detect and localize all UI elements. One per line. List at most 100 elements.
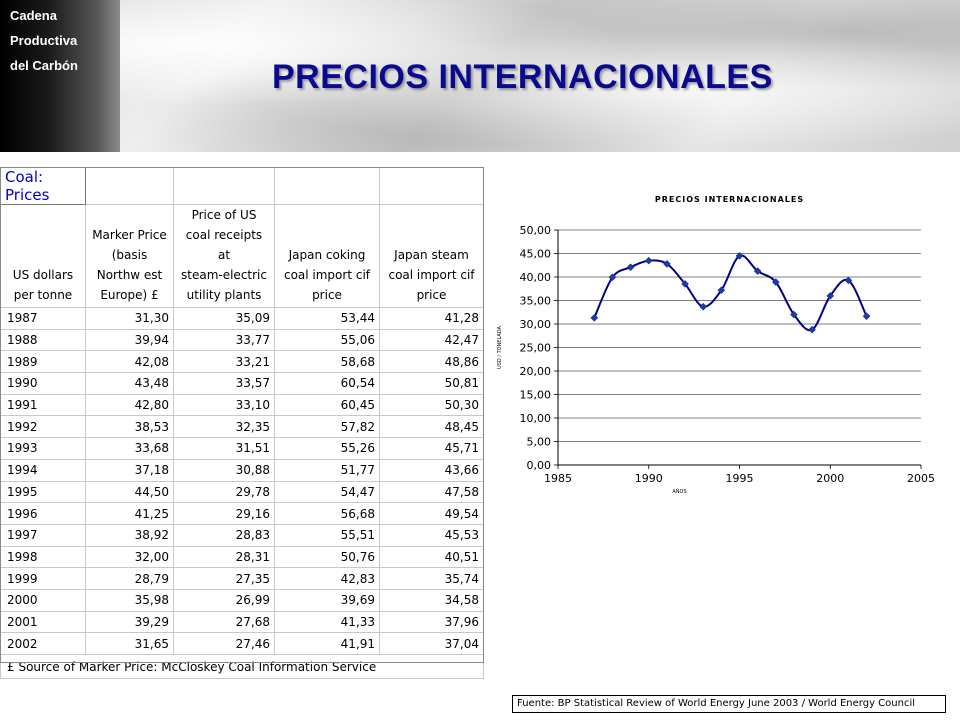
price-cell: 49,54 <box>379 502 484 525</box>
brand-line-3: del Carbón <box>10 58 78 73</box>
year-cell: 2002 <box>0 632 86 655</box>
price-cell: 55,51 <box>274 523 380 547</box>
price-cell: 33,10 <box>173 393 275 417</box>
data-point <box>790 310 798 319</box>
price-cell: 28,79 <box>85 567 174 590</box>
year-cell: 1992 <box>0 415 86 439</box>
data-point <box>644 256 653 265</box>
table-row: 1990 43,48 33,57 60,54 50,81 <box>0 372 484 395</box>
price-cell: 42,47 <box>379 328 484 352</box>
price-cell: 28,31 <box>173 545 275 569</box>
price-cell: 31,65 <box>85 632 174 655</box>
price-cell: 39,94 <box>85 328 174 352</box>
column-header-us-coal: Price of US coal receipts at steam-elect… <box>173 204 275 308</box>
year-cell: 2001 <box>0 610 86 634</box>
table-row: 1996 41,25 29,16 56,68 49,54 <box>0 502 484 525</box>
price-cell: 44,50 <box>85 480 174 504</box>
data-point <box>826 292 835 300</box>
x-axis-label: AÑOS <box>672 488 686 495</box>
price-cell: 35,09 <box>173 307 275 330</box>
price-cell: 42,80 <box>85 393 174 417</box>
data-point <box>735 251 744 260</box>
table-header-row: US dollars per tonne Marker Price (basis… <box>0 204 484 308</box>
table-title-row: Coal: Prices <box>0 167 484 205</box>
y-tick-label: 5,00 <box>527 436 552 449</box>
price-cell: 26,99 <box>173 588 275 612</box>
price-cell: 55,26 <box>274 437 380 460</box>
table-row: 1988 39,94 33,77 55,06 42,47 <box>0 328 484 352</box>
year-cell: 1998 <box>0 545 86 569</box>
data-point <box>608 273 617 282</box>
price-cell: 60,45 <box>274 393 380 417</box>
price-cell: 41,91 <box>274 632 380 655</box>
table-row: 2000 35,98 26,99 39,69 34,58 <box>0 588 484 612</box>
year-cell: 1991 <box>0 393 86 417</box>
price-cell: 42,83 <box>274 567 380 590</box>
table-note-row: £ Source of Marker Price: McCloskey Coal… <box>0 654 484 679</box>
data-point <box>663 259 671 268</box>
table-row: 1998 32,00 28,31 50,76 40,51 <box>0 545 484 569</box>
price-cell: 30,88 <box>173 458 275 482</box>
price-cell: 33,21 <box>173 350 275 374</box>
data-point <box>681 280 689 288</box>
table-source-note: £ Source of Marker Price: McCloskey Coal… <box>0 654 484 679</box>
year-cell: 1995 <box>0 480 86 504</box>
y-axis-label: USD / TONELADA <box>497 325 503 369</box>
price-cell: 38,53 <box>85 415 174 439</box>
table-row: 1991 42,80 33,10 60,45 50,30 <box>0 393 484 417</box>
source-note: Fuente: BP Statistical Review of World E… <box>512 695 946 713</box>
y-tick-label: 30,00 <box>520 318 552 331</box>
price-cell: 55,06 <box>274 328 380 352</box>
x-tick-label: 1990 <box>635 472 663 485</box>
table-row: 1997 38,92 28,83 55,51 45,53 <box>0 523 484 547</box>
y-tick-label: 50,00 <box>520 224 552 237</box>
data-point <box>753 267 762 275</box>
x-tick-label: 1985 <box>544 472 572 485</box>
price-cell: 35,74 <box>379 567 484 590</box>
series-line <box>593 254 868 332</box>
table-row: 2002 31,65 27,46 41,91 37,04 <box>0 632 484 655</box>
year-cell: 1990 <box>0 372 86 395</box>
price-cell: 50,30 <box>379 393 484 417</box>
price-cell: 33,57 <box>173 372 275 395</box>
data-point <box>590 314 599 322</box>
table-title: Coal: Prices <box>0 167 86 205</box>
price-cell: 54,47 <box>274 480 380 504</box>
column-header-marker-price: Marker Price (basis Northw est Europe) £ <box>85 204 174 308</box>
data-point <box>699 302 708 311</box>
price-cell: 39,29 <box>85 610 174 634</box>
price-cell: 31,30 <box>85 307 174 330</box>
price-cell: 33,68 <box>85 437 174 460</box>
price-cell: 47,58 <box>379 480 484 504</box>
price-cell: 37,04 <box>379 632 484 655</box>
year-cell: 1997 <box>0 523 86 547</box>
price-cell: 38,92 <box>85 523 174 547</box>
price-cell: 58,68 <box>274 350 380 374</box>
x-tick-label: 1995 <box>726 472 754 485</box>
price-cell: 56,68 <box>274 502 380 525</box>
price-cell: 37,96 <box>379 610 484 634</box>
y-tick-label: 45,00 <box>520 248 552 261</box>
price-cell: 29,16 <box>173 502 275 525</box>
y-tick-label: 25,00 <box>520 342 552 355</box>
price-cell: 37,18 <box>85 458 174 482</box>
price-cell: 40,51 <box>379 545 484 569</box>
brand-line-2: Productiva <box>10 33 78 48</box>
year-cell: 1994 <box>0 458 86 482</box>
price-cell: 57,82 <box>274 415 380 439</box>
column-header-japan-coking: Japan coking coal import cif price <box>274 204 380 308</box>
price-cell: 48,45 <box>379 415 484 439</box>
price-cell: 32,00 <box>85 545 174 569</box>
price-cell: 50,76 <box>274 545 380 569</box>
table-row: 1995 44,50 29,78 54,47 47,58 <box>0 480 484 504</box>
price-cell: 27,46 <box>173 632 275 655</box>
year-cell: 1993 <box>0 437 86 460</box>
year-cell: 1996 <box>0 502 86 525</box>
data-point <box>771 278 780 286</box>
coal-prices-table: Coal: Prices US dollars per tonne Marker… <box>0 167 484 679</box>
price-cell: 41,25 <box>85 502 174 525</box>
table-row: 1994 37,18 30,88 51,77 43,66 <box>0 458 484 482</box>
price-cell: 43,48 <box>85 372 174 395</box>
price-cell: 51,77 <box>274 458 380 482</box>
table-row: 1999 28,79 27,35 42,83 35,74 <box>0 567 484 590</box>
